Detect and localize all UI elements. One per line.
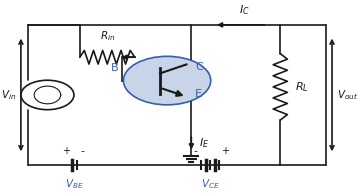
Text: $V_{BE}$: $V_{BE}$	[65, 178, 84, 191]
Text: $V_{in}$: $V_{in}$	[1, 88, 16, 102]
Circle shape	[123, 56, 211, 105]
Text: E: E	[195, 89, 202, 99]
Text: B: B	[111, 63, 118, 73]
Text: $R_{in}$: $R_{in}$	[99, 29, 115, 43]
Text: -: -	[193, 146, 197, 156]
Text: $I_B$: $I_B$	[123, 70, 133, 84]
Text: $I_C$: $I_C$	[239, 3, 249, 17]
Text: C: C	[195, 62, 203, 72]
Text: $R_L$: $R_L$	[295, 80, 309, 94]
Text: $V_{out}$: $V_{out}$	[337, 88, 358, 102]
Text: $I_E$: $I_E$	[200, 137, 210, 150]
Text: +: +	[62, 146, 70, 156]
Text: -: -	[81, 146, 85, 156]
Text: $V_{CE}$: $V_{CE}$	[201, 178, 219, 191]
Text: +: +	[221, 146, 229, 156]
